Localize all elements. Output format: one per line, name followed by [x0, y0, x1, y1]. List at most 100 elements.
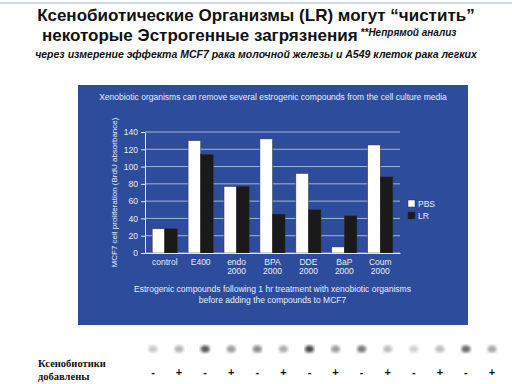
tick-label: BPA2000 — [263, 257, 282, 276]
blot-dot — [201, 346, 210, 353]
blot-dot — [253, 346, 262, 353]
legend: PBS LR — [408, 199, 435, 221]
dot-blot — [149, 346, 497, 353]
blot-dot — [461, 346, 470, 353]
sign: - — [360, 366, 364, 378]
slide-title: некоторые Эстрогенные загрязнения — [42, 26, 358, 45]
tick-label: E400 — [191, 257, 211, 267]
note: через измерение эффекта MCF7 рака молочн… — [35, 48, 478, 60]
blot-dot — [175, 346, 184, 353]
sign: - — [203, 366, 207, 378]
tick: 40 — [129, 214, 145, 224]
sign: + — [332, 366, 338, 378]
bar — [380, 177, 393, 253]
blot-dot — [435, 346, 444, 353]
tick: endo2000 — [227, 253, 246, 276]
bar — [260, 139, 273, 253]
bar — [237, 186, 250, 253]
tick: 80 — [129, 179, 145, 189]
tick-label: 140 — [124, 127, 138, 137]
sign: + — [228, 366, 234, 378]
sign: + — [280, 366, 286, 378]
tick: Coum2000 — [369, 253, 392, 276]
y-axis: 0 20 40 60 80 100 120 140 — [124, 127, 146, 258]
sign: - — [464, 366, 468, 378]
blot-dot — [305, 346, 314, 353]
legend-swatch — [408, 200, 415, 207]
bar — [224, 186, 237, 253]
sign: + — [384, 366, 390, 378]
tick-label: 60 — [129, 196, 139, 206]
tick: BPA2000 — [263, 253, 282, 276]
bar — [308, 210, 321, 253]
chart-title: Xenobiotic organisms can remove several … — [99, 92, 447, 102]
tick: BaP2000 — [335, 253, 354, 276]
bar — [332, 247, 345, 253]
tick-label: 0 — [133, 248, 138, 258]
tick: 100 — [124, 162, 145, 172]
x-axis-title: Estrogenic compounds following 1 hr trea… — [134, 284, 411, 305]
legend-item: PBS — [408, 199, 435, 209]
blot-dot — [409, 346, 418, 353]
tick-label: control — [152, 257, 178, 267]
tick-mark — [141, 201, 145, 202]
note: **Непрямой анализ — [361, 27, 457, 38]
bar — [296, 173, 309, 253]
blot-dot — [357, 346, 366, 353]
sign: - — [308, 366, 312, 378]
bar — [152, 229, 165, 253]
tick: 20 — [129, 231, 145, 241]
tick-label: 100 — [124, 162, 138, 172]
tick: 60 — [129, 196, 145, 206]
series — [152, 139, 380, 253]
bar — [344, 216, 357, 253]
bar — [165, 229, 178, 253]
tick-label: 40 — [129, 214, 139, 224]
tick-mark — [141, 149, 145, 150]
tick: 140 — [124, 127, 145, 137]
sign: + — [489, 366, 495, 378]
tick: E400 — [191, 253, 211, 267]
legend-item: LR — [408, 211, 429, 221]
tick-label: 80 — [129, 179, 139, 189]
bar — [273, 214, 286, 253]
legend-swatch — [408, 212, 415, 219]
tick: control — [152, 253, 178, 267]
bars — [152, 139, 393, 253]
sign: - — [255, 366, 259, 378]
sign: + — [176, 366, 182, 378]
x-axis-line — [146, 253, 401, 254]
y-axis-title: MCF7 cell proliferation (BrdU absorbance… — [110, 117, 119, 267]
sign: - — [151, 366, 155, 378]
plot: 0 20 40 60 80 100 120 140 control E400 endo2000 BPA… — [124, 127, 401, 276]
blot-dot — [383, 346, 392, 353]
tick-label: BaP2000 — [335, 257, 354, 276]
tick-mark — [141, 253, 145, 254]
series — [165, 154, 393, 253]
legend-label: LR — [418, 211, 429, 221]
x-axis: control E400 endo2000 BPA2000 DDE2000 BaP2000… — [146, 253, 401, 276]
bar — [188, 141, 201, 253]
blot-dot — [279, 346, 288, 353]
tick: 0 — [133, 248, 145, 258]
tick: DDE2000 — [299, 253, 318, 276]
bar — [201, 154, 214, 253]
slide: Ксенобиотические Организмы (LR) могут “ч… — [0, 0, 512, 384]
blot-dot — [488, 346, 497, 353]
tick-label: DDE2000 — [299, 257, 318, 276]
slide-title-line: некоторые Эстрогенные загрязнения**Непря… — [42, 26, 456, 45]
bar — [368, 145, 381, 253]
tick-label: 20 — [129, 231, 139, 241]
tick-mark — [141, 132, 145, 133]
grid — [145, 132, 400, 253]
grid-line — [145, 132, 400, 133]
sign: - — [412, 366, 416, 378]
signs: -+-+-+-+-+-+-+ — [151, 366, 495, 378]
legend-label: PBS — [418, 199, 435, 209]
tick: 120 — [124, 145, 145, 155]
tick-mark — [141, 236, 145, 237]
tick-mark — [141, 184, 145, 185]
blot-dot — [227, 346, 236, 353]
tick-label: endo2000 — [227, 257, 246, 276]
top-rule — [0, 3, 512, 4]
